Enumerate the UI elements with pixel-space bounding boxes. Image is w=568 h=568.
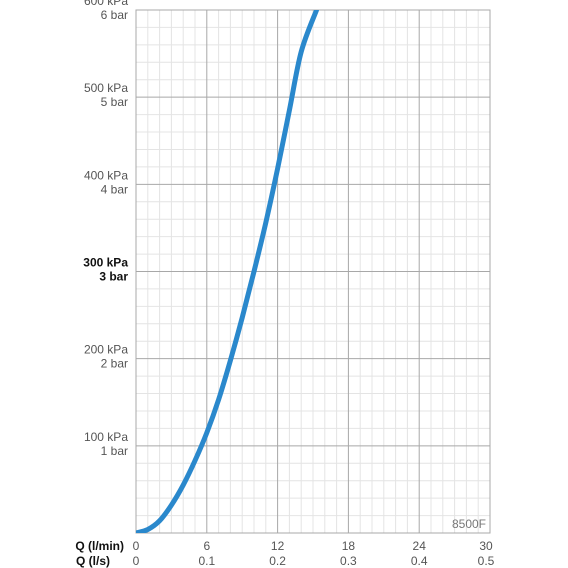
y-tick-label-bar: 5 bar [101, 95, 128, 109]
curve-layer [136, 10, 320, 533]
y-tick-label-kpa: 500 kPa [84, 81, 128, 95]
x-tick-labels: 00 60.1 120.2 180.3 240.4 300.5 [133, 539, 495, 568]
y-tick-label-bar: 3 bar [99, 270, 128, 284]
x-tick-label-lmin: 12 [271, 539, 285, 553]
x-tick-label-ls: 0.2 [269, 554, 286, 568]
y-tick-label-kpa: 600 kPa [84, 0, 128, 8]
plot-frame [135, 9, 491, 534]
x-tick-label-lmin: 30 [479, 539, 493, 553]
x-tick-label-ls: 0.1 [198, 554, 215, 568]
y-tick-label-bar: 2 bar [101, 357, 128, 371]
x-tick-label-lmin: 18 [342, 539, 356, 553]
x-tick-label-ls: 0 [133, 554, 140, 568]
x-axis-label-primary: Q (l/min) [75, 539, 124, 553]
y-tick-label-kpa: 400 kPa [84, 168, 128, 182]
x-tick-label-lmin: 24 [413, 539, 427, 553]
y-tick-label-bar: 4 bar [101, 182, 128, 196]
x-tick-label-lmin: 0 [133, 539, 140, 553]
model-label: 8500F [452, 517, 486, 531]
y-tick-label-kpa: 100 kPa [84, 430, 128, 444]
y-tick-label-bar: 6 bar [101, 8, 128, 22]
x-tick-label-ls: 0.5 [478, 554, 495, 568]
y-tick-label-kpa: 200 kPa [84, 343, 128, 357]
x-tick-label-ls: 0.4 [411, 554, 428, 568]
pressure-flow-curve [136, 10, 320, 533]
y-tick-label-kpa: 300 kPa [83, 256, 128, 270]
x-tick-label-lmin: 6 [203, 539, 210, 553]
x-tick-label-ls: 0.3 [340, 554, 357, 568]
y-tick-label-bar: 1 bar [101, 444, 128, 458]
major-grid [135, 9, 491, 534]
x-axis-label-secondary: Q (l/s) [76, 554, 110, 568]
